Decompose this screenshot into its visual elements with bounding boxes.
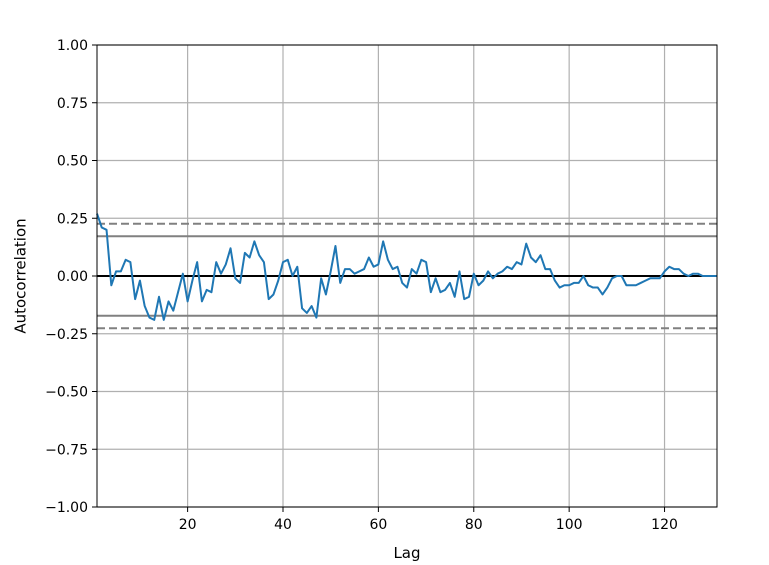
x-tick-label: 120	[651, 517, 678, 533]
y-tick-label: 0.50	[57, 154, 88, 170]
y-axis-label: Autocorrelation	[11, 218, 29, 333]
autocorrelation-series-line	[96, 213, 717, 321]
x-axis-ticks: 20 40 60 80 100 120	[179, 507, 678, 533]
y-tick-label: 1.00	[57, 38, 88, 54]
y-tick-label: −0.50	[45, 385, 88, 401]
x-tick-label: 20	[179, 517, 197, 533]
series-layer	[96, 213, 717, 321]
x-axis-label: Lag	[393, 544, 420, 562]
x-tick-label: 80	[465, 517, 483, 533]
y-tick-label: 0.75	[57, 96, 88, 112]
x-tick-label: 40	[274, 517, 292, 533]
y-tick-label: 0.25	[57, 211, 88, 227]
y-tick-label: −1.00	[45, 500, 88, 516]
y-axis-ticks: −1.00 −0.75 −0.50 −0.25 0.00 0.25 0.50 0.75 1.00	[45, 38, 97, 516]
reference-lines	[97, 222, 717, 330]
x-tick-label: 60	[369, 517, 387, 533]
y-tick-label: 0.00	[57, 269, 88, 285]
y-tick-label: −0.25	[45, 327, 88, 343]
y-tick-label: −0.75	[45, 442, 88, 458]
x-tick-label: 100	[556, 517, 583, 533]
